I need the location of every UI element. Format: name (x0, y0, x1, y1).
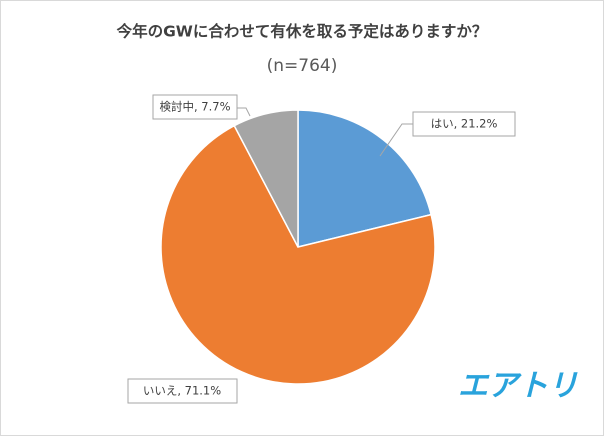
chart-title: 今年のGWに合わせて有休を取る予定はありますか？ (117, 22, 488, 41)
label-box (152, 94, 238, 120)
chart-subtitle: (n=764) (267, 56, 338, 76)
leader-line (379, 123, 413, 157)
pie (160, 109, 436, 385)
pie-slice (160, 124, 436, 385)
logo: エアトリ (458, 369, 578, 404)
pie-slice (297, 109, 433, 248)
label-box (412, 111, 516, 137)
label-box (127, 378, 238, 404)
data-label: はい, 21.2% (431, 117, 498, 131)
data-label: 検討中, 7.7% (159, 100, 230, 114)
leader-line (237, 107, 251, 117)
pie-slice (233, 109, 299, 248)
data-label: いいえ, 71.1% (143, 384, 221, 398)
